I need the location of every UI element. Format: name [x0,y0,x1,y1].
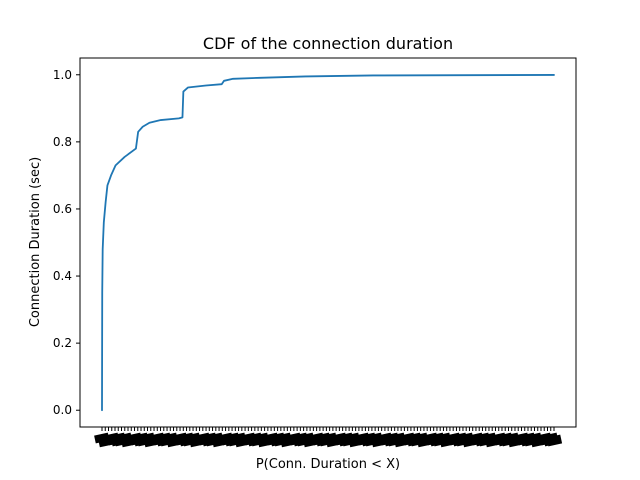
x-tick-label [546,434,563,447]
series-line [101,74,555,412]
y-tick-label: 0.4 [53,269,72,283]
plot-frame [79,57,577,428]
y-tick-label: 0.0 [53,403,72,417]
y-tick-label: 0.8 [53,135,72,149]
chart-title: CDF of the connection duration [203,34,453,53]
y-tick-label: 1.0 [53,68,72,82]
x-axis [94,427,563,448]
y-axis-label: Connection Duration (sec) [28,157,43,327]
y-axis: 0.0 0.2 0.4 0.6 0.8 1.0 [53,68,80,417]
series-layer [101,74,555,412]
y-tick-label: 0.2 [53,336,72,350]
y-tick-label: 0.6 [53,202,72,216]
x-axis-label: P(Conn. Duration < X) [256,457,400,472]
